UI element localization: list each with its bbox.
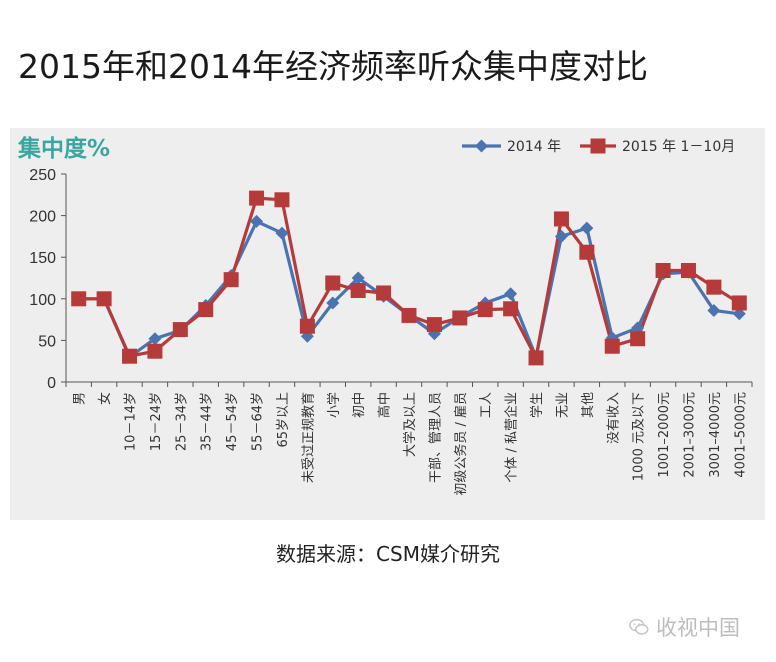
data-point-2015 [147, 343, 163, 359]
data-point-2014 [732, 307, 746, 321]
x-tick-label: 1001–2000元 [657, 392, 672, 478]
x-tick-label: 小学 [326, 392, 342, 418]
x-tick-label: 3001–4000元 [708, 392, 723, 478]
x-tick-label: 大学及以上 [402, 392, 418, 457]
x-tick-label: 35－44岁 [200, 392, 215, 451]
data-point-2014 [326, 296, 340, 310]
x-tick-label: 干部、管理人员 [428, 392, 443, 483]
data-point-2015 [503, 301, 519, 317]
data-point-2015 [579, 244, 595, 260]
data-point-2015 [401, 307, 417, 323]
chart-panel: 集中度% 0 50 100 150 200 250 男女 10－14岁 15－24岁 25－34岁… [10, 128, 765, 520]
x-tick-label: 工人 [479, 392, 494, 418]
page-title: 2015年和2014年经济频率听众集中度对比 [18, 47, 648, 86]
x-tick-label: 4001–5000元 [733, 392, 748, 478]
data-point-2015 [426, 317, 442, 333]
data-point-2014 [504, 287, 518, 301]
data-point-2014 [580, 221, 594, 235]
data-point-2014 [250, 214, 264, 228]
data-point-2015 [604, 338, 620, 354]
x-tick-label: 45－54岁 [225, 392, 240, 451]
data-point-2014 [351, 271, 365, 285]
x-tick-label: 2001–3000元 [682, 392, 697, 478]
x-tick-label: 15－24岁 [149, 392, 164, 451]
x-tick-label: 65岁以上 [276, 392, 291, 448]
data-point-2015 [223, 272, 239, 288]
x-tick-label: 个体 / 私营企业 [504, 392, 520, 483]
data-point-2014 [300, 329, 314, 343]
x-tick-label: 其他 [581, 392, 596, 418]
legend-marker-2014 [475, 139, 488, 153]
x-tick-label: 初中 [352, 392, 367, 418]
legend-label-1: 2015 年 1－10月 [622, 139, 735, 155]
y-axis-label: 集中度% [17, 135, 110, 162]
data-point-2015 [122, 348, 138, 364]
data-point-2015 [655, 263, 671, 279]
data-point-2015 [249, 190, 265, 206]
y-tick-label: 250 [29, 167, 56, 184]
data-point-2015 [376, 285, 392, 301]
data-point-2015 [299, 318, 315, 334]
x-tick-label: 学生 [529, 392, 545, 418]
data-point-2015 [680, 263, 696, 279]
y-tick-label: 50 [38, 333, 56, 350]
data-point-2014 [275, 226, 289, 240]
x-tick-label: 1000 元及以下 [632, 392, 647, 481]
x-tick-label: 无业 [555, 392, 570, 418]
data-point-2015 [350, 282, 366, 298]
data-point-2015 [325, 275, 341, 291]
source-note: 数据来源：CSM媒介研究 [276, 542, 500, 566]
data-point-2015 [71, 291, 87, 307]
data-point-2014 [631, 321, 645, 335]
x-tick-label: 55－64岁 [251, 392, 266, 451]
y-tick-label: 0 [47, 375, 56, 392]
data-point-2015 [172, 322, 188, 338]
data-markers [71, 190, 747, 366]
data-point-2015 [553, 211, 569, 227]
y-tick-label: 150 [29, 250, 56, 267]
legend: 2014 年 2015 年 1－10月 [462, 138, 735, 155]
watermark: 收视中国 [628, 612, 740, 642]
x-tick-label: 初级公务员 / 雇员 [453, 392, 469, 496]
x-tick-label: 男 [73, 392, 88, 405]
data-point-2015 [477, 302, 493, 318]
data-point-2014 [554, 229, 568, 243]
data-point-2014 [707, 303, 721, 317]
x-tick-label: 高中 [377, 392, 393, 418]
axes: 0 50 100 150 200 250 男女 10－14岁 15－24岁 25－34岁 35－44… [29, 167, 753, 496]
x-tick-label: 没有收入 [606, 392, 621, 444]
x-tick-label: 女 [97, 392, 113, 405]
x-tick-label: 未受过正规教育 [300, 392, 316, 483]
x-tick-label: 10－14岁 [124, 392, 139, 451]
data-point-2015 [274, 192, 290, 208]
wechat-icon [629, 618, 649, 635]
legend-marker-2015 [590, 138, 606, 154]
data-point-2015 [731, 295, 747, 311]
data-point-2015 [706, 279, 722, 295]
data-point-2015 [630, 331, 646, 347]
x-tick-label: 25－34岁 [174, 392, 189, 451]
y-tick-label: 200 [29, 209, 56, 226]
data-point-2015 [198, 302, 214, 318]
data-point-2015 [452, 310, 468, 326]
y-tick-label: 100 [29, 292, 56, 309]
watermark-text: 收视中国 [656, 616, 740, 640]
legend-label-0: 2014 年 [507, 139, 561, 155]
line-chart: 集中度% 0 50 100 150 200 250 男女 10－14岁 15－24岁 25－34岁… [17, 135, 753, 496]
data-point-2014 [148, 332, 162, 346]
data-point-2015 [528, 350, 544, 366]
data-point-2015 [96, 291, 112, 307]
